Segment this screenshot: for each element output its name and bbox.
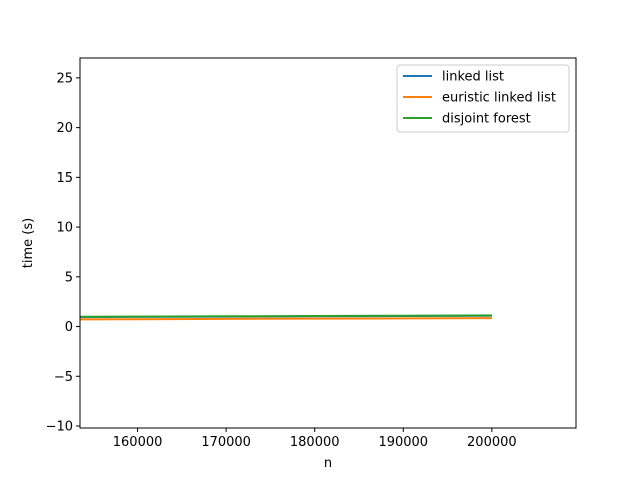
series-line-2: [79, 314, 492, 318]
legend-label: euristic linked list: [442, 91, 556, 106]
x-axis-label: n: [324, 456, 332, 471]
y-tick-label: 5: [65, 270, 73, 285]
legend-frame: [396, 64, 570, 133]
y-axis-ticks: −10 −5 0 5 10 15 20 25: [46, 71, 80, 435]
y-tick-label: 25: [56, 71, 73, 86]
legend: linked list euristic linked list disjoint …: [396, 64, 570, 133]
plot-area-frame: [79, 57, 577, 429]
series-line-1: [79, 317, 492, 321]
legend-label: disjoint forest: [442, 112, 531, 127]
x-tick-label: 170000: [201, 435, 251, 450]
series-layer: [79, 314, 492, 321]
y-tick-label: −5: [54, 370, 73, 385]
y-tick-label: 10: [56, 221, 73, 236]
x-axis-ticks: 160000 170000 180000 190000 200000: [113, 428, 517, 450]
x-tick-label: 200000: [467, 435, 517, 450]
x-tick-label: 180000: [290, 435, 340, 450]
y-tick-label: −10: [46, 420, 73, 435]
legend-label: linked list: [442, 70, 504, 85]
y-tick-label: 15: [56, 171, 73, 186]
y-tick-label: 0: [65, 320, 73, 335]
y-tick-label: 20: [56, 121, 73, 136]
x-tick-label: 190000: [378, 435, 428, 450]
y-axis-label: time (s): [21, 218, 36, 268]
x-tick-label: 160000: [113, 435, 163, 450]
